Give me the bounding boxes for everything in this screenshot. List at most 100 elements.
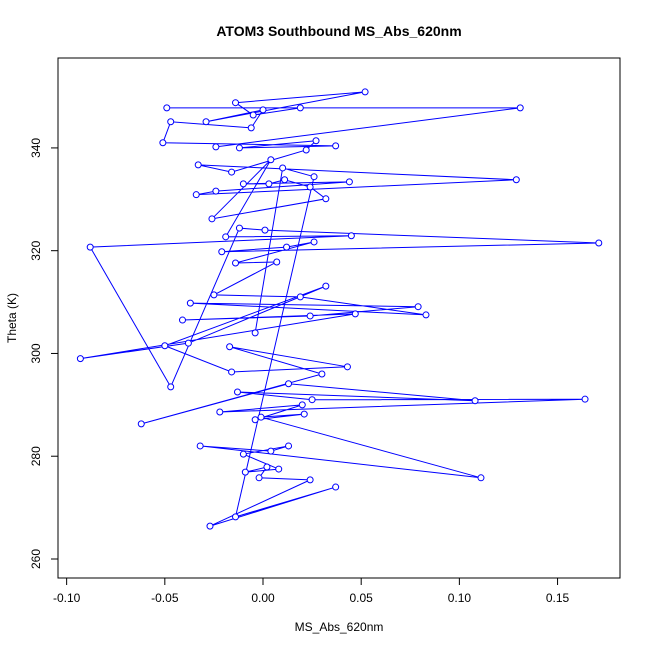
point xyxy=(163,104,171,112)
point xyxy=(228,168,236,176)
point xyxy=(194,161,202,169)
point xyxy=(516,104,524,112)
point xyxy=(283,243,291,251)
point xyxy=(216,408,224,416)
point xyxy=(249,111,257,119)
point xyxy=(178,316,186,324)
point xyxy=(265,180,273,188)
point xyxy=(281,176,289,184)
point xyxy=(261,226,269,234)
point xyxy=(235,224,243,232)
point xyxy=(232,513,240,521)
point xyxy=(306,183,314,191)
point xyxy=(296,104,304,112)
point xyxy=(296,293,304,301)
point xyxy=(241,468,249,476)
point xyxy=(512,176,520,184)
y-tick-label: 300 xyxy=(29,343,43,363)
point xyxy=(233,388,241,396)
point xyxy=(222,233,230,241)
point xyxy=(581,395,589,403)
point xyxy=(302,146,310,154)
point xyxy=(285,442,293,450)
point xyxy=(332,483,340,491)
point xyxy=(232,259,240,267)
point xyxy=(196,442,204,450)
point xyxy=(184,339,192,347)
point xyxy=(306,476,314,484)
point xyxy=(257,413,265,421)
point xyxy=(275,465,283,473)
point xyxy=(192,191,200,199)
x-tick-label: -0.05 xyxy=(151,591,179,605)
x-tick-label: 0.00 xyxy=(251,591,275,605)
point xyxy=(306,312,314,320)
point xyxy=(161,342,169,350)
point xyxy=(471,397,479,405)
point xyxy=(267,156,275,164)
y-axis-label: Theta (K) xyxy=(5,293,19,343)
point xyxy=(212,143,220,151)
chart-title: ATOM3 Southbound MS_Abs_620nm xyxy=(216,23,461,39)
x-tick-label: 0.15 xyxy=(546,591,570,605)
y-tick-label: 340 xyxy=(29,138,43,158)
point xyxy=(273,258,281,266)
point xyxy=(422,311,430,319)
point xyxy=(86,243,94,251)
point xyxy=(347,232,355,240)
point xyxy=(239,450,247,458)
point xyxy=(310,238,318,246)
point xyxy=(239,180,247,188)
point xyxy=(595,239,603,247)
point xyxy=(312,137,320,145)
point xyxy=(300,410,308,418)
point xyxy=(255,474,263,482)
point xyxy=(232,99,240,107)
x-tick-label: -0.10 xyxy=(53,591,81,605)
point xyxy=(247,124,255,132)
point xyxy=(228,368,236,376)
point xyxy=(343,363,351,371)
point xyxy=(414,303,422,311)
point xyxy=(226,343,234,351)
point xyxy=(251,329,259,337)
point xyxy=(263,463,271,471)
point xyxy=(167,383,175,391)
point xyxy=(167,118,175,126)
y-tick-label: 280 xyxy=(29,446,43,466)
point xyxy=(206,522,214,530)
point xyxy=(332,142,340,150)
x-axis-label: MS_Abs_620nm xyxy=(295,620,384,634)
point xyxy=(259,106,267,114)
point xyxy=(310,173,318,181)
point xyxy=(208,215,216,223)
point xyxy=(285,380,293,388)
x-tick-label: 0.05 xyxy=(350,591,374,605)
point xyxy=(351,310,359,318)
series-line xyxy=(80,91,599,527)
point xyxy=(267,447,275,455)
point xyxy=(210,291,218,299)
y-tick-label: 260 xyxy=(29,549,43,569)
point xyxy=(137,420,145,428)
point xyxy=(322,282,330,290)
point xyxy=(345,178,353,186)
point xyxy=(318,370,326,378)
point xyxy=(477,474,485,482)
point xyxy=(202,118,210,126)
point xyxy=(251,416,259,424)
point xyxy=(279,164,287,172)
point xyxy=(186,299,194,307)
point xyxy=(361,88,369,96)
point xyxy=(298,401,306,409)
point xyxy=(308,396,316,404)
point xyxy=(212,187,220,195)
x-tick-label: 0.10 xyxy=(448,591,472,605)
point xyxy=(235,144,243,152)
y-tick-label: 320 xyxy=(29,240,43,260)
point xyxy=(76,355,84,363)
point xyxy=(159,139,167,147)
